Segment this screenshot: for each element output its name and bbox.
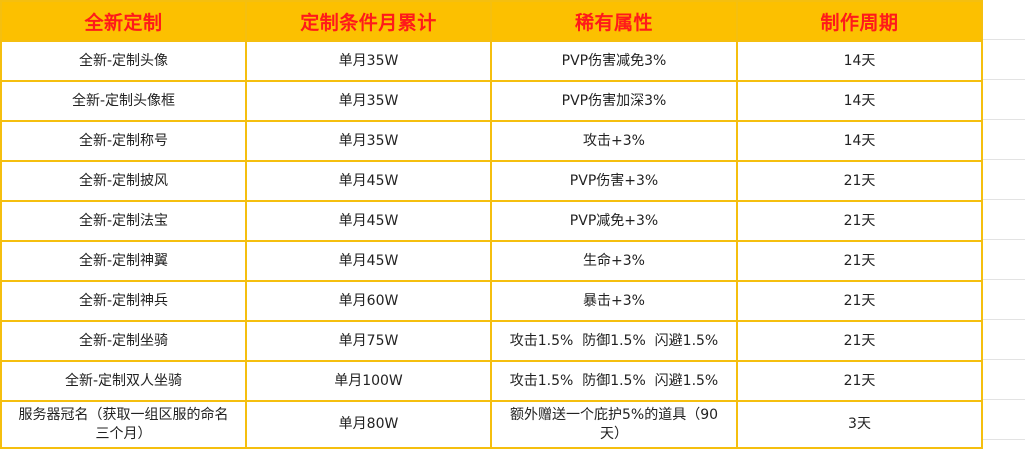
- cell-period[interactable]: 14天: [736, 40, 983, 82]
- cell-item[interactable]: 全新-定制披风: [0, 160, 247, 202]
- cell-condition[interactable]: 单月45W: [245, 160, 492, 202]
- cell-condition[interactable]: 单月100W: [245, 360, 492, 402]
- table-row: 全新-定制双人坐骑 单月100W 攻击1.5% 防御1.5% 闪避1.5% 21…: [0, 360, 983, 402]
- cell-attribute[interactable]: 额外赠送一个庇护5%的道具（90 天）: [490, 400, 738, 449]
- cell-period[interactable]: 14天: [736, 80, 983, 122]
- table-row: 全新-定制披风 单月45W PVP伤害+3% 21天: [0, 160, 983, 202]
- cell-condition[interactable]: 单月80W: [245, 400, 492, 449]
- cell-item[interactable]: 全新-定制双人坐骑: [0, 360, 247, 402]
- cell-condition[interactable]: 单月45W: [245, 240, 492, 282]
- cell-condition[interactable]: 单月75W: [245, 320, 492, 362]
- cell-item-line1: 服务器冠名（获取一组区服的命名: [18, 406, 229, 423]
- table-row: 服务器冠名（获取一组区服的命名 三个月） 单月80W 额外赠送一个庇护5%的道具…: [0, 400, 983, 449]
- table-row: 全新-定制称号 单月35W 攻击+3% 14天: [0, 120, 983, 162]
- cell-condition[interactable]: 单月35W: [245, 120, 492, 162]
- cell-attribute[interactable]: PVP伤害+3%: [490, 160, 738, 202]
- cell-attribute[interactable]: PVP伤害减免3%: [490, 40, 738, 82]
- cell-condition[interactable]: 单月35W: [245, 80, 492, 122]
- spreadsheet-gridlines: [981, 0, 1025, 451]
- cell-attribute[interactable]: PVP减免+3%: [490, 200, 738, 242]
- cell-item[interactable]: 服务器冠名（获取一组区服的命名 三个月）: [0, 400, 247, 449]
- cell-period[interactable]: 21天: [736, 360, 983, 402]
- cell-item[interactable]: 全新-定制神兵: [0, 280, 247, 322]
- cell-condition[interactable]: 单月45W: [245, 200, 492, 242]
- table-row: 全新-定制头像框 单月35W PVP伤害加深3% 14天: [0, 80, 983, 122]
- table-row: 全新-定制法宝 单月45W PVP减免+3% 21天: [0, 200, 983, 242]
- custom-items-table: 全新定制 定制条件月累计 稀有属性 制作周期 全新-定制头像 单月35W PVP…: [0, 0, 983, 449]
- table-row: 全新-定制坐骑 单月75W 攻击1.5% 防御1.5% 闪避1.5% 21天: [0, 320, 983, 362]
- table-row: 全新-定制神翼 单月45W 生命+3% 21天: [0, 240, 983, 282]
- cell-period[interactable]: 21天: [736, 200, 983, 242]
- header-cell-period[interactable]: 制作周期: [736, 0, 983, 42]
- cell-condition[interactable]: 单月35W: [245, 40, 492, 82]
- cell-attribute-line1: 额外赠送一个庇护5%的道具（90: [509, 406, 719, 423]
- cell-period[interactable]: 21天: [736, 160, 983, 202]
- header-cell-item[interactable]: 全新定制: [0, 0, 247, 42]
- cell-item[interactable]: 全新-定制称号: [0, 120, 247, 162]
- cell-item[interactable]: 全新-定制坐骑: [0, 320, 247, 362]
- cell-item[interactable]: 全新-定制头像框: [0, 80, 247, 122]
- table-header-row: 全新定制 定制条件月累计 稀有属性 制作周期: [0, 0, 983, 42]
- table-row: 全新-定制神兵 单月60W 暴击+3% 21天: [0, 280, 983, 322]
- cell-period[interactable]: 3天: [736, 400, 983, 449]
- cell-attribute[interactable]: 攻击+3%: [490, 120, 738, 162]
- cell-period[interactable]: 21天: [736, 320, 983, 362]
- cell-attribute[interactable]: 攻击1.5% 防御1.5% 闪避1.5%: [490, 360, 738, 402]
- cell-attribute[interactable]: 攻击1.5% 防御1.5% 闪避1.5%: [490, 320, 738, 362]
- cell-item[interactable]: 全新-定制法宝: [0, 200, 247, 242]
- cell-attribute[interactable]: PVP伤害加深3%: [490, 80, 738, 122]
- cell-condition[interactable]: 单月60W: [245, 280, 492, 322]
- cell-attribute-line2: 天）: [600, 425, 628, 442]
- header-cell-condition[interactable]: 定制条件月累计: [245, 0, 492, 42]
- cell-period[interactable]: 21天: [736, 240, 983, 282]
- cell-item[interactable]: 全新-定制神翼: [0, 240, 247, 282]
- table-row: 全新-定制头像 单月35W PVP伤害减免3% 14天: [0, 40, 983, 82]
- cell-attribute[interactable]: 暴击+3%: [490, 280, 738, 322]
- cell-item-line2: 三个月）: [95, 425, 152, 442]
- cell-attribute[interactable]: 生命+3%: [490, 240, 738, 282]
- cell-period[interactable]: 21天: [736, 280, 983, 322]
- cell-period[interactable]: 14天: [736, 120, 983, 162]
- header-cell-attribute[interactable]: 稀有属性: [490, 0, 738, 42]
- cell-item[interactable]: 全新-定制头像: [0, 40, 247, 82]
